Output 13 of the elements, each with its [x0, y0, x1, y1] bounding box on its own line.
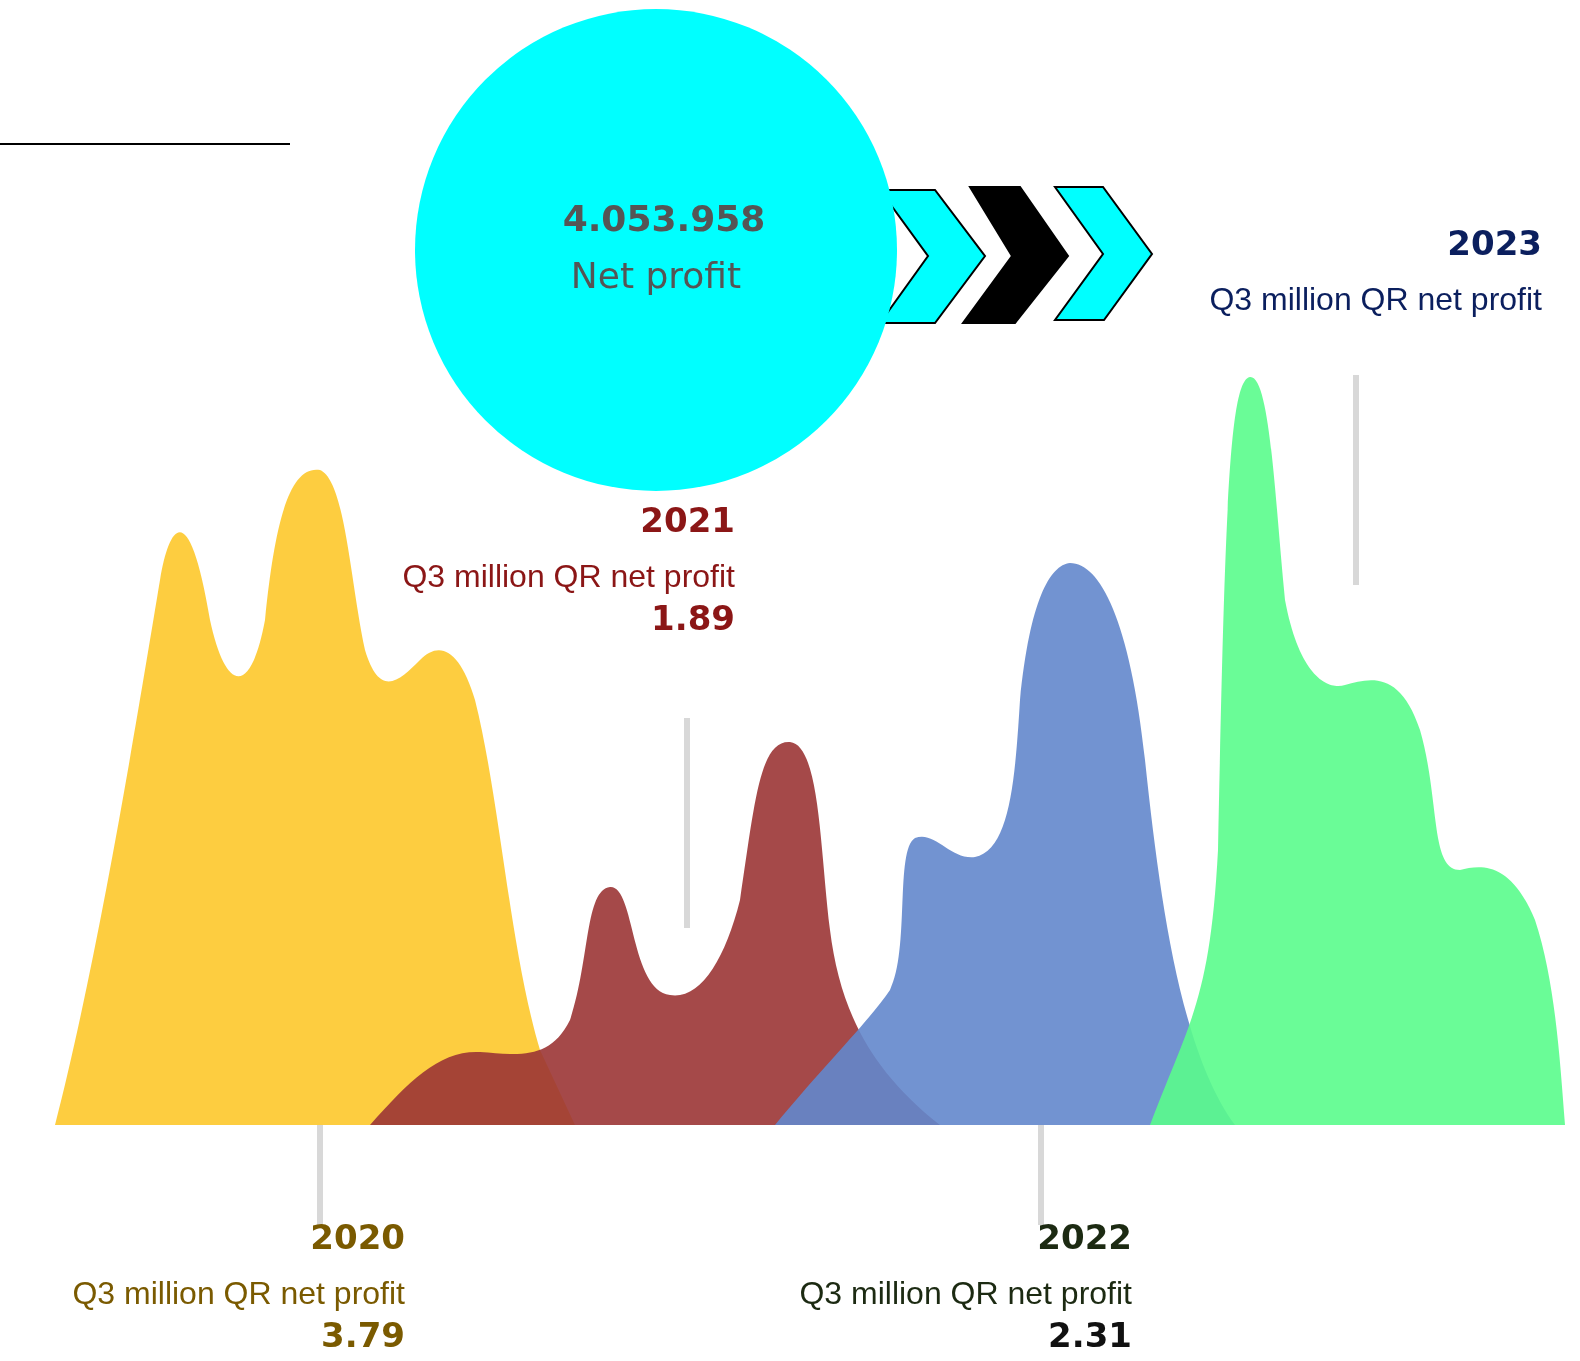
category-label: 2020	[310, 1217, 405, 1257]
text: Q3 million QR net profit	[72, 1275, 406, 1311]
text: Net profit	[570, 254, 742, 296]
data-label: 1.89	[651, 598, 735, 638]
text: Q3 million QR net profit	[799, 1275, 1132, 1311]
category-label: 2021	[640, 500, 735, 540]
text: 4.053.958	[562, 197, 766, 239]
text: Q3 million QR net profit	[1209, 281, 1542, 317]
data-label: 3.79	[321, 1315, 405, 1355]
data-label: 2.31	[1048, 1315, 1132, 1355]
category-label: 2022	[1037, 1217, 1132, 1257]
text: Q3 million QR net profit	[402, 558, 735, 594]
category-label: 2023	[1447, 223, 1542, 263]
